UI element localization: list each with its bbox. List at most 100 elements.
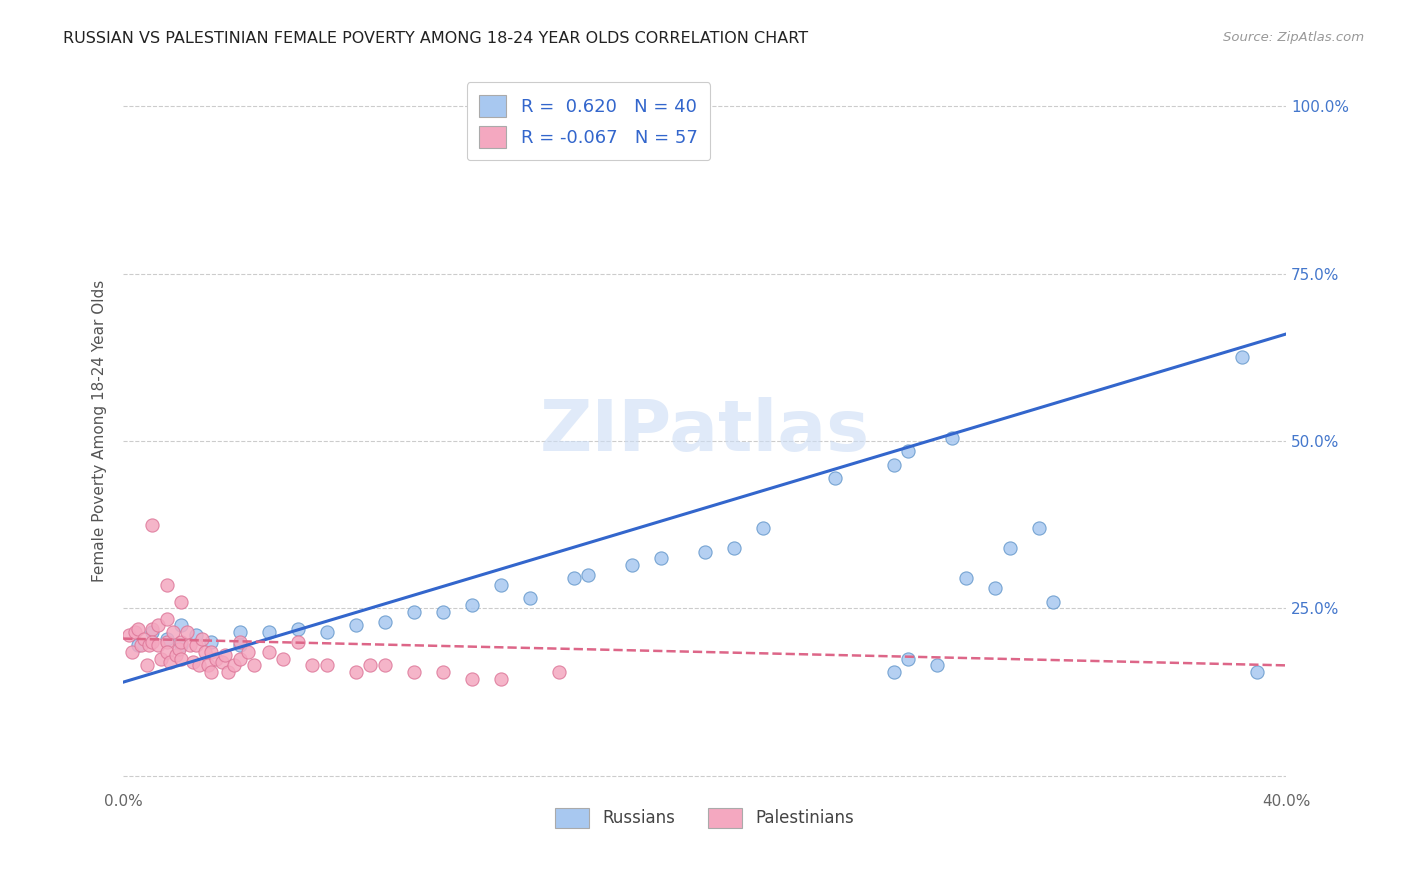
Point (197, 658, 219, 673)
Point (228, 638, 250, 652)
Point (141, 635, 163, 649)
Point (170, 595, 193, 609)
Point (402, 665, 425, 679)
Point (1028, 521, 1050, 535)
Point (723, 541, 745, 556)
Point (159, 655, 181, 669)
Point (162, 624, 184, 639)
Point (184, 638, 207, 652)
Point (176, 624, 198, 639)
Point (344, 618, 367, 632)
Point (200, 635, 222, 649)
Point (432, 605, 454, 619)
Point (205, 651, 228, 665)
Point (141, 622, 163, 636)
Point (170, 618, 193, 632)
Point (287, 635, 309, 649)
Point (148, 638, 170, 652)
Text: ZIPatlas: ZIPatlas (540, 397, 870, 466)
Point (344, 665, 367, 679)
Y-axis label: Female Poverty Among 18-24 Year Olds: Female Poverty Among 18-24 Year Olds (93, 280, 107, 582)
Point (191, 632, 214, 646)
Point (301, 658, 323, 673)
Point (228, 651, 250, 665)
Point (214, 648, 236, 663)
Point (1042, 595, 1064, 609)
Point (179, 638, 201, 652)
Point (1246, 665, 1268, 679)
Point (402, 605, 425, 619)
Point (897, 444, 920, 458)
Point (271, 651, 294, 665)
Point (984, 582, 1007, 596)
Point (489, 672, 512, 686)
Point (135, 658, 157, 673)
Point (127, 622, 149, 636)
Point (211, 655, 233, 669)
Point (998, 541, 1021, 556)
Point (461, 672, 484, 686)
Point (824, 471, 846, 485)
Point (200, 665, 222, 679)
Point (138, 638, 160, 652)
Point (955, 571, 977, 585)
Point (141, 517, 163, 532)
Point (148, 618, 170, 632)
Point (170, 638, 193, 652)
Point (124, 624, 146, 639)
Point (222, 658, 245, 673)
Point (562, 571, 585, 585)
Point (156, 578, 179, 592)
Point (519, 591, 541, 606)
Point (228, 635, 250, 649)
Point (118, 628, 141, 642)
Point (315, 658, 337, 673)
Point (461, 598, 484, 612)
Point (243, 658, 266, 673)
Point (576, 568, 599, 582)
Point (257, 624, 280, 639)
Point (141, 624, 163, 639)
Point (489, 578, 512, 592)
Point (650, 551, 672, 566)
Point (165, 648, 187, 663)
Point (184, 628, 207, 642)
Point (156, 635, 179, 649)
Point (238, 645, 260, 659)
Point (359, 658, 381, 673)
Point (150, 651, 173, 665)
Text: RUSSIAN VS PALESTINIAN FEMALE POVERTY AMONG 18-24 YEAR OLDS CORRELATION CHART: RUSSIAN VS PALESTINIAN FEMALE POVERTY AM… (63, 31, 808, 46)
Point (217, 665, 239, 679)
Point (132, 632, 155, 646)
Point (927, 658, 949, 673)
Point (181, 655, 204, 669)
Point (257, 645, 280, 659)
Point (374, 615, 396, 629)
Point (200, 645, 222, 659)
Point (187, 658, 209, 673)
Point (693, 544, 716, 558)
Point (156, 632, 179, 646)
Point (170, 651, 193, 665)
Point (287, 622, 309, 636)
Point (121, 645, 143, 659)
Point (620, 558, 643, 572)
Point (897, 651, 920, 665)
Point (374, 658, 396, 673)
Point (883, 665, 905, 679)
Point (129, 638, 152, 652)
Point (170, 635, 193, 649)
Point (315, 624, 337, 639)
Point (941, 431, 963, 445)
Point (1232, 351, 1254, 365)
Point (127, 638, 149, 652)
Point (883, 458, 905, 472)
Point (432, 665, 454, 679)
Point (228, 624, 250, 639)
Point (548, 665, 571, 679)
Point (156, 645, 179, 659)
Text: Source: ZipAtlas.com: Source: ZipAtlas.com (1223, 31, 1364, 45)
Point (752, 521, 775, 535)
Legend: Russians, Palestinians: Russians, Palestinians (548, 801, 860, 835)
Point (194, 645, 217, 659)
